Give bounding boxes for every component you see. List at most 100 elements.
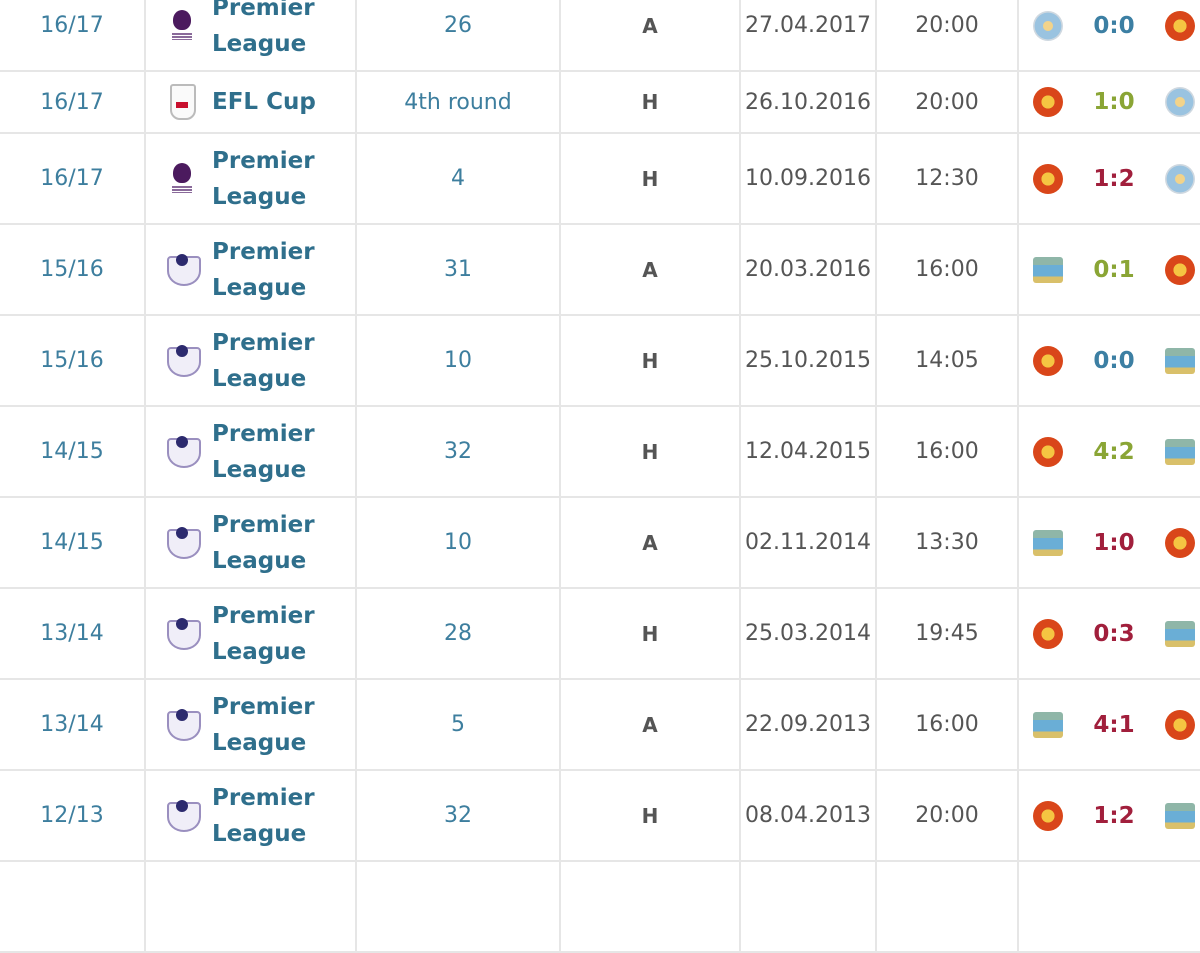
match-time: 12:30 — [875, 132, 1019, 225]
home-man-utd-crest-icon — [1033, 87, 1063, 117]
season: 15/16 — [0, 314, 146, 407]
home-man-utd-crest-icon — [1033, 163, 1063, 194]
match-date: 12.04.2015 — [739, 405, 877, 498]
match-time: 16:00 — [875, 223, 1019, 316]
competition-link[interactable]: Premier League — [212, 329, 315, 392]
away-man-city-old-crest-icon — [1165, 347, 1195, 374]
home-man-city-old-crest-icon — [1033, 529, 1063, 556]
venue: H — [559, 587, 741, 680]
match-row[interactable]: 14/15 Premier League 32 H 12.04.2015 16:… — [0, 405, 1200, 498]
venue: A — [559, 223, 741, 316]
home-man-city-old-crest-icon — [1033, 256, 1063, 283]
match-date: 22.09.2013 — [739, 678, 877, 771]
match-date: 10.09.2016 — [739, 132, 877, 225]
match-time: 20:00 — [875, 769, 1019, 862]
away-man-city-new-crest-icon — [1165, 163, 1195, 194]
round: 32 — [355, 405, 561, 498]
score-link[interactable]: 0:1 — [1093, 256, 1135, 283]
premier-league-old-icon — [164, 250, 201, 290]
home-man-city-old-crest-icon — [1033, 711, 1063, 738]
competition-link[interactable]: Premier League — [212, 238, 315, 301]
match-row[interactable]: 15/16 Premier League 31 A 20.03.2016 16:… — [0, 223, 1200, 316]
venue: H — [559, 132, 741, 225]
round: 10 — [355, 314, 561, 407]
premier-league-old-icon — [164, 523, 201, 563]
venue: H — [559, 769, 741, 862]
season: 13/14 — [0, 678, 146, 771]
home-man-city-new-crest-icon — [1033, 10, 1063, 41]
score-link[interactable]: 0:3 — [1093, 620, 1135, 647]
home-man-utd-crest-icon — [1033, 345, 1063, 376]
match-date: 08.04.2013 — [739, 769, 877, 862]
round: 32 — [355, 769, 561, 862]
venue: H — [559, 70, 741, 134]
venue: A — [559, 0, 741, 72]
home-man-utd-crest-icon — [1033, 800, 1063, 831]
competition-link[interactable]: Premier League — [212, 147, 315, 210]
round: 5 — [355, 678, 561, 771]
match-date: 02.11.2014 — [739, 496, 877, 589]
match-time: 14:05 — [875, 314, 1019, 407]
season: 16/17 — [0, 132, 146, 225]
home-man-utd-crest-icon — [1033, 618, 1063, 649]
score-link[interactable]: 1:0 — [1093, 529, 1135, 556]
score-link[interactable]: 0:0 — [1093, 347, 1135, 374]
competition-link[interactable]: Premier League — [212, 0, 315, 57]
score-link[interactable]: 4:2 — [1093, 438, 1135, 465]
match-time: 16:00 — [875, 405, 1019, 498]
round: 26 — [355, 0, 561, 72]
next-row — [0, 860, 1200, 953]
match-row[interactable]: 16/17 Premier League 26 A 27.04.2017 20:… — [0, 0, 1200, 72]
competition-link[interactable]: Premier League — [212, 602, 315, 665]
match-date: 25.03.2014 — [739, 587, 877, 680]
venue: H — [559, 405, 741, 498]
premier-league-old-icon — [164, 614, 201, 654]
match-row[interactable]: 15/16 Premier League 10 H 25.10.2015 14:… — [0, 314, 1200, 407]
match-time: 19:45 — [875, 587, 1019, 680]
match-row[interactable]: 13/14 Premier League 5 A 22.09.2013 16:0… — [0, 678, 1200, 771]
score-link[interactable]: 4:1 — [1093, 711, 1135, 738]
competition-link[interactable]: Premier League — [212, 693, 315, 756]
match-date: 25.10.2015 — [739, 314, 877, 407]
away-man-city-old-crest-icon — [1165, 620, 1195, 647]
match-row[interactable]: 16/17 EFL Cup 4th round H 26.10.2016 20:… — [0, 70, 1200, 134]
season: 15/16 — [0, 223, 146, 316]
score-link[interactable]: 1:2 — [1093, 802, 1135, 829]
score-link[interactable]: 0:0 — [1093, 12, 1135, 39]
efl-cup-icon — [164, 82, 200, 122]
match-row[interactable]: 12/13 Premier League 32 H 08.04.2013 20:… — [0, 769, 1200, 862]
round: 4 — [355, 132, 561, 225]
season: 16/17 — [0, 70, 146, 134]
competition-link[interactable]: Premier League — [212, 511, 315, 574]
match-time: 20:00 — [875, 0, 1019, 72]
round: 10 — [355, 496, 561, 589]
season: 13/14 — [0, 587, 146, 680]
premier-league-new-icon — [164, 159, 200, 199]
competition-link[interactable]: Premier League — [212, 420, 315, 483]
score-link[interactable]: 1:0 — [1093, 89, 1135, 115]
match-date: 20.03.2016 — [739, 223, 877, 316]
round: 4th round — [355, 70, 561, 134]
score-link[interactable]: 1:2 — [1093, 165, 1135, 192]
season: 14/15 — [0, 496, 146, 589]
venue: A — [559, 496, 741, 589]
premier-league-old-icon — [164, 796, 201, 836]
match-time: 20:00 — [875, 70, 1019, 134]
match-time: 16:00 — [875, 678, 1019, 771]
season: 16/17 — [0, 0, 146, 72]
competition-link[interactable]: EFL Cup — [212, 89, 316, 115]
round: 31 — [355, 223, 561, 316]
away-man-city-new-crest-icon — [1165, 87, 1195, 117]
match-row[interactable]: 16/17 Premier League 4 H 10.09.2016 12:3… — [0, 132, 1200, 225]
home-man-utd-crest-icon — [1033, 436, 1063, 467]
competition-link[interactable]: Premier League — [212, 784, 315, 847]
match-date: 26.10.2016 — [739, 70, 877, 134]
away-man-utd-crest-icon — [1165, 10, 1195, 41]
season: 14/15 — [0, 405, 146, 498]
match-row[interactable]: 13/14 Premier League 28 H 25.03.2014 19:… — [0, 587, 1200, 680]
premier-league-old-icon — [164, 705, 201, 745]
away-man-city-old-crest-icon — [1165, 802, 1195, 829]
premier-league-new-icon — [164, 6, 200, 46]
match-row[interactable]: 14/15 Premier League 10 A 02.11.2014 13:… — [0, 496, 1200, 589]
